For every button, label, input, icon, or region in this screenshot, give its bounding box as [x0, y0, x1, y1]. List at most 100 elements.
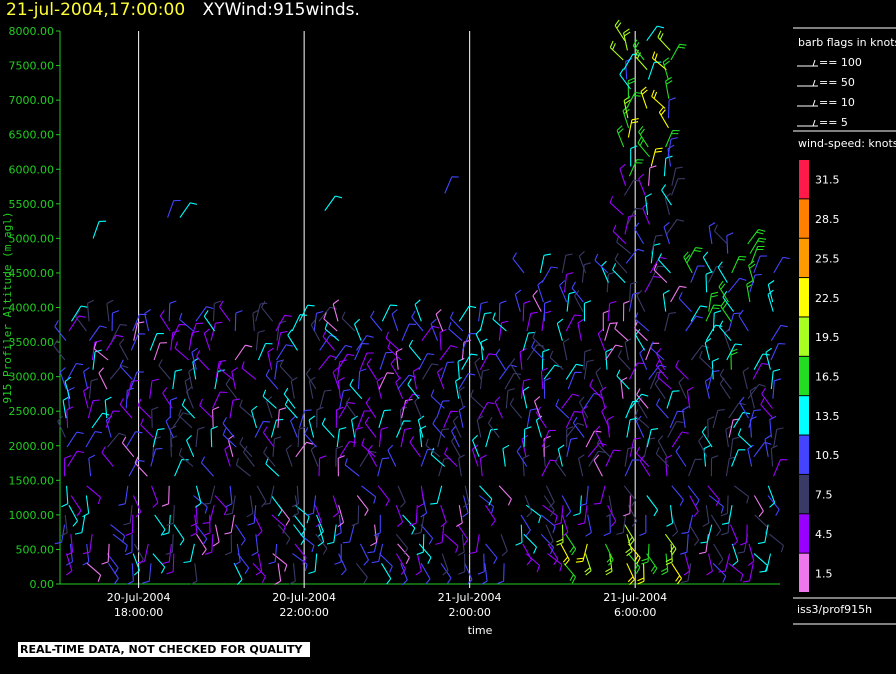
wind-barb [670, 43, 687, 61]
wind-barb [557, 444, 565, 467]
wind-barb [395, 533, 409, 555]
wind-barb [152, 428, 165, 448]
wind-barb [725, 425, 733, 448]
wind-barb [478, 301, 488, 322]
wind-barb [597, 328, 606, 351]
wind-barb [262, 426, 275, 448]
wind-barb [704, 376, 712, 399]
wind-barb [308, 415, 316, 438]
wind-barb [190, 505, 198, 527]
wind-barb [624, 459, 640, 477]
wind-barb [485, 504, 496, 527]
speed-label: 16.5 [815, 371, 840, 384]
wind-barb [210, 425, 218, 448]
wind-barb [444, 176, 459, 194]
wind-barb [414, 514, 425, 535]
y-tick-label: 0.00 [30, 578, 55, 591]
wind-barb [86, 485, 102, 505]
wind-barb [265, 457, 280, 477]
wind-barb [304, 427, 317, 448]
x-tick-date: 21-Jul-2004 [603, 591, 667, 604]
wind-barb [430, 389, 445, 409]
wind-barb [637, 396, 648, 419]
wind-barb [276, 330, 288, 351]
wind-barb [435, 309, 444, 332]
wind-barb [335, 445, 343, 467]
wind-barb [395, 420, 411, 438]
wind-barb [667, 97, 676, 119]
wind-barb [729, 436, 740, 457]
wind-barb [583, 348, 592, 370]
wind-barb [765, 347, 772, 370]
wind-barb [339, 440, 357, 458]
y-tick-label: 1500.00 [9, 474, 55, 487]
wind-barb [284, 398, 298, 419]
wind-barb [616, 369, 630, 390]
wind-barb [770, 445, 778, 467]
wind-barb [332, 299, 340, 322]
wind-barb [686, 386, 694, 409]
wind-barb [246, 495, 254, 518]
wind-barb [275, 314, 292, 332]
speed-swatch [799, 396, 809, 435]
wind-barb [195, 426, 205, 448]
wind-barb [710, 514, 722, 537]
wind-barb [88, 325, 107, 342]
wind-barb [561, 495, 572, 518]
wind-barb [753, 553, 769, 573]
wind-barb [718, 553, 731, 573]
flag-sample-barb [812, 119, 816, 127]
y-tick-label: 500.00 [16, 543, 55, 556]
wind-barb [285, 444, 293, 467]
wind-barb [105, 410, 120, 429]
wind-barb [140, 418, 154, 438]
wind-barb [626, 91, 643, 109]
wind-barb [462, 485, 470, 508]
wind-barb [739, 396, 749, 419]
x-axis-title: time [468, 624, 493, 637]
wind-barb [644, 193, 652, 215]
wind-barb [283, 387, 296, 409]
wind-barb [578, 250, 587, 274]
wind-barb [318, 306, 337, 322]
wind-barb [772, 378, 782, 399]
wind-barb [708, 495, 724, 514]
wind-barb [315, 533, 328, 555]
wind-barb [251, 534, 259, 556]
wind-barb [630, 145, 638, 167]
wind-barb [740, 524, 748, 546]
wind-barb [271, 514, 286, 534]
x-tick-date: 21-Jul-2004 [438, 591, 502, 604]
wind-barb [477, 553, 485, 575]
speed-title: wind-speed: knots [798, 137, 896, 150]
wind-barb [417, 415, 425, 438]
wind-barb [627, 553, 641, 574]
wind-barb [137, 398, 152, 419]
wind-barb [470, 389, 485, 409]
wind-barb [308, 553, 318, 575]
wind-barb [689, 495, 699, 518]
wind-barb [541, 266, 559, 283]
wind-barb [671, 563, 682, 585]
x-tick-date: 20-Jul-2004 [272, 591, 336, 604]
wind-barb [686, 247, 703, 264]
wind-barb [82, 543, 90, 566]
wind-barb [634, 321, 648, 342]
wind-barb [377, 457, 390, 477]
wind-barb [349, 378, 363, 400]
wind-barb [277, 407, 287, 428]
wind-barb [247, 505, 257, 526]
wind-barb [324, 195, 343, 212]
wind-barb [332, 495, 340, 518]
wind-barb [87, 399, 101, 419]
wind-barb [318, 355, 337, 371]
wind-barb [635, 328, 646, 351]
wind-barb [354, 343, 369, 361]
wind-barb [57, 415, 66, 438]
wind-barb [573, 495, 582, 517]
y-tick-label: 6500.00 [9, 129, 55, 142]
wind-barb [234, 310, 243, 332]
wind-barb [520, 514, 531, 537]
speed-label: 7.5 [815, 489, 833, 502]
wind-barb [451, 435, 461, 458]
